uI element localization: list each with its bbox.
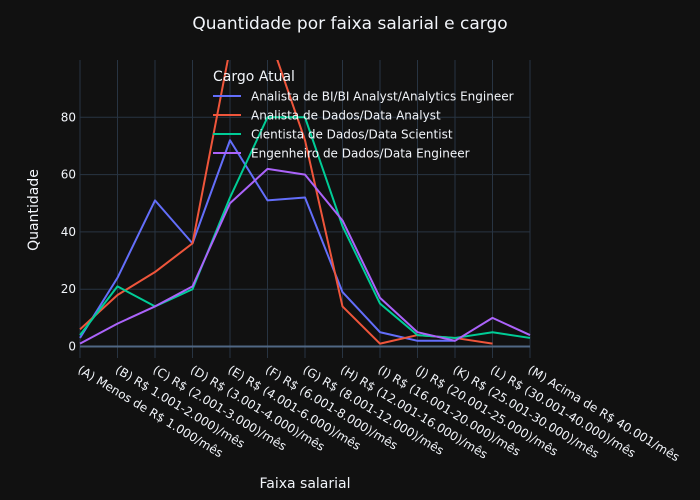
y-axis-ticks: 0 20 40 60 80 bbox=[61, 110, 76, 353]
y-tick-label: 0 bbox=[68, 340, 76, 354]
x-axis-title: Faixa salarial bbox=[259, 476, 350, 492]
legend-label: Analista de Dados/Data Analyst bbox=[251, 109, 441, 123]
y-tick-label: 80 bbox=[61, 110, 76, 124]
legend-title: Cargo Atual bbox=[213, 69, 295, 85]
legend-item[interactable]: Analista de BI/BI Analyst/Analytics Engi… bbox=[213, 90, 514, 104]
series-line bbox=[79, 139, 455, 342]
series-line bbox=[79, 167, 531, 345]
y-tick-label: 60 bbox=[61, 168, 76, 182]
legend-label: Cientista de Dados/Data Scientist bbox=[251, 128, 453, 142]
legend-item[interactable]: Cientista de Dados/Data Scientist bbox=[213, 128, 453, 142]
legend-label: Analista de BI/BI Analyst/Analytics Engi… bbox=[251, 90, 514, 104]
legend-item[interactable]: Engenheiro de Dados/Data Engineer bbox=[213, 147, 470, 161]
legend-item[interactable]: Analista de Dados/Data Analyst bbox=[213, 109, 441, 123]
grid bbox=[79, 60, 531, 358]
y-axis-title: Quantidade bbox=[26, 169, 42, 251]
plot-area bbox=[79, 60, 531, 345]
legend[interactable]: Cargo Atual Analista de BI/BI Analyst/An… bbox=[213, 69, 514, 161]
legend-label: Engenheiro de Dados/Data Engineer bbox=[251, 147, 470, 161]
y-tick-label: 40 bbox=[61, 225, 76, 239]
chart-title: Quantidade por faixa salarial e cargo bbox=[192, 14, 507, 34]
y-tick-label: 20 bbox=[61, 282, 76, 296]
